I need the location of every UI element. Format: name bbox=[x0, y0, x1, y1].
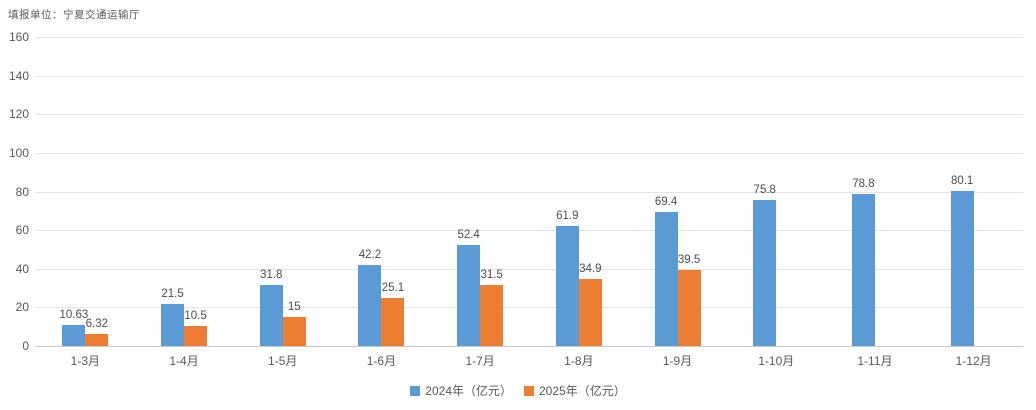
x-axis-category-label: 1-3月 bbox=[70, 354, 101, 368]
bar-2024年-1-5月[interactable] bbox=[259, 284, 283, 346]
bar-2025年-1-8月[interactable] bbox=[578, 278, 602, 346]
bar-2024年-1-12月[interactable] bbox=[950, 191, 974, 346]
y-axis-tick-label: 20 bbox=[15, 300, 29, 315]
x-axis-category-label: 1-5月 bbox=[268, 354, 298, 368]
x-axis-category-label: 1-6月 bbox=[366, 354, 397, 368]
bar-value-label: 10.63 bbox=[59, 309, 89, 322]
bar-2024年-1-9月[interactable] bbox=[654, 211, 678, 346]
y-axis-tick-label: 60 bbox=[15, 223, 29, 238]
bar-value-label: 21.5 bbox=[161, 288, 184, 301]
x-axis-category-label: 1-10月 bbox=[758, 354, 795, 368]
gridline bbox=[36, 152, 1023, 154]
bar-value-label: 61.9 bbox=[556, 210, 579, 223]
bar-value-label: 39.5 bbox=[677, 253, 701, 266]
y-axis-tick-label: 0 bbox=[22, 339, 29, 353]
x-axis-category-label: 1-8月 bbox=[564, 354, 594, 368]
y-axis-tick-label: 160 bbox=[8, 30, 29, 44]
bar-value-label: 10.5 bbox=[184, 309, 207, 322]
bar-value-label: 25.1 bbox=[381, 281, 405, 294]
legend-item-2025年[interactable]: 2025年（亿元） bbox=[524, 384, 626, 398]
bar-value-label: 80.1 bbox=[950, 175, 974, 188]
x-axis-category-label: 1-9月 bbox=[662, 354, 693, 368]
bar-2025年-1-3月[interactable] bbox=[85, 333, 109, 346]
chart-legend: 2024年（亿元） 2025年（亿元） bbox=[0, 384, 1036, 398]
bar-2025年-1-7月[interactable] bbox=[480, 285, 504, 346]
bar-value-label: 52.4 bbox=[457, 228, 480, 241]
legend-item-2024年[interactable]: 2024年（亿元） bbox=[410, 384, 512, 398]
bar-value-label: 31.5 bbox=[480, 269, 503, 282]
x-axis-category-label: 1-12月 bbox=[955, 354, 992, 368]
y-axis-tick-label: 100 bbox=[8, 145, 29, 160]
gridline bbox=[36, 75, 1023, 77]
bar-2024年-1-10月[interactable] bbox=[753, 199, 777, 346]
bar-value-label: 69.4 bbox=[654, 195, 678, 208]
bar-2024年-1-3月[interactable] bbox=[62, 325, 86, 346]
legend-label: 2025年（亿元） bbox=[539, 384, 626, 398]
bar-value-label: 31.8 bbox=[260, 268, 283, 281]
bar-2025年-1-6月[interactable] bbox=[381, 297, 405, 346]
bar-value-label: 75.8 bbox=[753, 183, 776, 196]
y-axis-tick-label: 120 bbox=[8, 107, 29, 122]
x-axis-line bbox=[36, 346, 1023, 347]
bar-value-label: 6.32 bbox=[85, 317, 109, 330]
gridline bbox=[36, 37, 1023, 38]
y-axis-tick-label: 40 bbox=[15, 261, 29, 276]
bar-2024年-1-7月[interactable] bbox=[457, 244, 481, 346]
x-axis-category-label: 1-11月 bbox=[857, 354, 893, 368]
bar-value-label: 15 bbox=[287, 301, 301, 314]
gridline bbox=[36, 307, 1023, 309]
report-unit-label: 填报单位：宁夏交通运输厅 bbox=[8, 9, 140, 21]
bar-2024年-1-8月[interactable] bbox=[555, 226, 579, 346]
bar-2025年-1-4月[interactable] bbox=[184, 325, 208, 346]
legend-marker-icon bbox=[410, 386, 421, 396]
bar-2024年-1-6月[interactable] bbox=[358, 264, 382, 346]
bar-value-label: 78.8 bbox=[852, 177, 875, 190]
y-axis-tick-label: 140 bbox=[8, 68, 29, 83]
bar-2024年-1-4月[interactable] bbox=[161, 304, 185, 346]
gridline bbox=[36, 191, 1023, 193]
bar-2025年-1-5月[interactable] bbox=[282, 317, 306, 346]
gridline bbox=[36, 114, 1023, 116]
legend-label: 2024年（亿元） bbox=[425, 384, 512, 398]
legend-marker-icon bbox=[524, 386, 534, 396]
gridline bbox=[36, 268, 1023, 270]
gridline bbox=[36, 230, 1023, 232]
bar-2025年-1-9月[interactable] bbox=[677, 269, 701, 346]
bar-2024年-1-11月[interactable] bbox=[851, 193, 875, 346]
y-axis-tick-label: 80 bbox=[15, 184, 29, 199]
bar-value-label: 34.9 bbox=[579, 262, 602, 275]
x-axis-category-label: 1-7月 bbox=[465, 354, 495, 368]
bar-value-label: 42.2 bbox=[358, 248, 382, 261]
x-axis-category-label: 1-4月 bbox=[169, 354, 199, 368]
